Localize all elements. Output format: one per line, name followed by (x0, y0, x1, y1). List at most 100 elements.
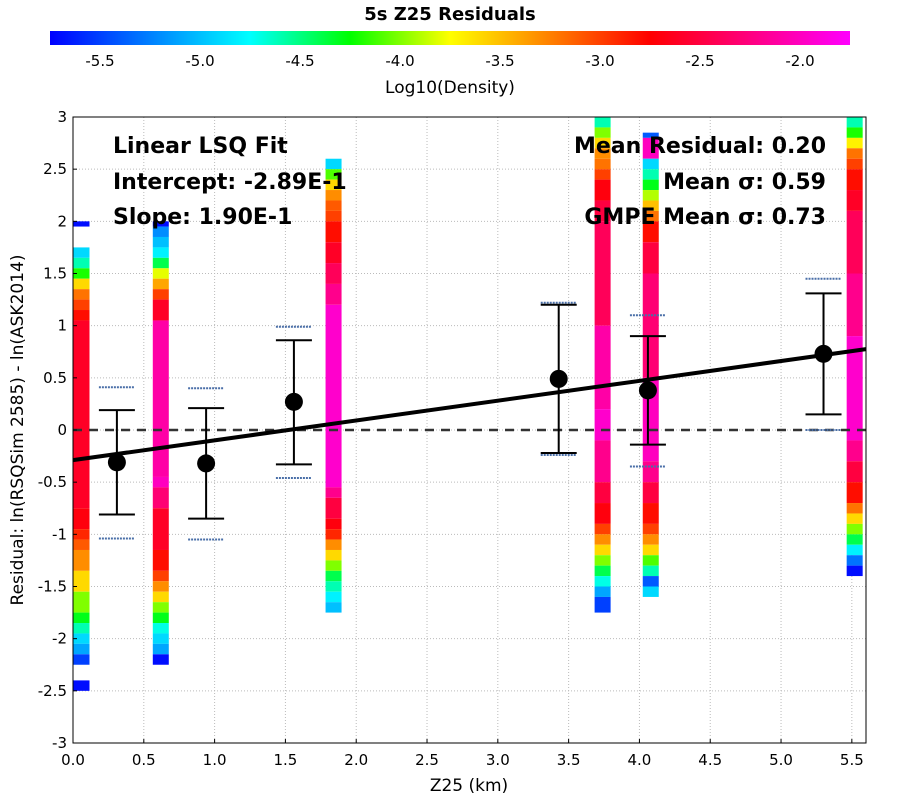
density-cell (73, 320, 90, 509)
density-cell (846, 461, 863, 483)
density-cell (594, 544, 611, 556)
density-cell (152, 236, 169, 248)
density-cell (642, 523, 659, 535)
density-cell (594, 523, 611, 535)
density-cell (846, 148, 863, 159)
density-cell (325, 497, 342, 519)
density-cell (594, 137, 611, 149)
mean-marker (284, 392, 303, 411)
density-cell (594, 409, 611, 441)
density-cell (152, 289, 169, 300)
colorbar-tick-label: -2.5 (685, 52, 714, 70)
density-cell (642, 137, 659, 159)
density-cell (846, 117, 863, 128)
density-cell (594, 576, 611, 587)
density-cell (152, 570, 169, 582)
density-cell (73, 257, 90, 269)
density-cell (846, 523, 863, 535)
density-cell (325, 304, 342, 488)
density-cell (152, 268, 169, 279)
y-tick-label: -2 (52, 630, 67, 648)
y-tick-label: 1.5 (43, 265, 67, 283)
density-cell (642, 544, 659, 556)
density-cell (642, 132, 659, 138)
colorbar-ticks: -5.5 -5.0 -4.5 -4.0 -3.5 -3.0 -2.5 -2.0 (85, 52, 814, 70)
density-cell (846, 513, 863, 524)
x-tick-label: 2.0 (344, 751, 368, 769)
colorbar-tick-label: -4.0 (385, 52, 414, 70)
density-cell (325, 158, 342, 170)
density-cell (846, 169, 863, 191)
annotation-slope: Slope: 1.90E-1 (113, 205, 292, 230)
density-cell (642, 200, 659, 211)
density-cell (73, 529, 90, 540)
density-cell (325, 190, 342, 201)
density-cell (846, 190, 863, 211)
colorbar-tick-label: -5.5 (85, 52, 114, 70)
mean-marker (814, 344, 833, 363)
density-cell (73, 591, 90, 613)
density-cell (846, 210, 863, 274)
density-cell (73, 247, 90, 258)
colorbar-tick-label: -2.0 (785, 52, 814, 70)
density-cell (152, 549, 169, 571)
density-cell (73, 508, 90, 530)
density-cell (325, 263, 342, 284)
density-cell (325, 210, 342, 222)
annotation-gmpe-sigma: GMPE Mean σ: 0.73 (584, 205, 826, 230)
binned-means (98, 277, 842, 541)
y-tick-label: 0 (57, 421, 67, 439)
x-tick-label: 2.5 (415, 751, 439, 769)
density-cell (152, 591, 169, 603)
density-cell (846, 544, 863, 556)
colorbar (50, 31, 850, 45)
density-cell (73, 612, 90, 624)
density-cell (846, 158, 863, 170)
y-tick-label: -0.5 (38, 473, 67, 491)
x-axis-ticks: 0.0 0.5 1.0 1.5 2.0 2.5 3.0 3.5 4.0 4.5 5.0 5.5 (61, 739, 864, 769)
density-cell (152, 221, 169, 227)
density-cell (594, 200, 611, 222)
density-cell (325, 221, 342, 243)
colorbar-label: Log10(Density) (385, 78, 515, 98)
density-cell (594, 325, 611, 410)
density-cell (594, 503, 611, 524)
density-cell (325, 169, 342, 180)
density-cell (325, 487, 342, 498)
density-cell (152, 278, 169, 290)
density-cell (152, 633, 169, 644)
density-cell (325, 539, 342, 550)
density-cell (152, 612, 169, 624)
density-cell (594, 117, 611, 128)
density-cell (594, 169, 611, 180)
density-cell (152, 257, 169, 269)
density-cell (846, 565, 863, 577)
density-cell (642, 169, 659, 180)
density-cell (152, 299, 169, 321)
density-cell (846, 482, 863, 504)
density-cell (73, 680, 90, 691)
x-tick-label: 5.0 (769, 751, 793, 769)
colorbar-tick-label: -5.0 (185, 52, 214, 70)
y-tick-label: 3 (57, 108, 67, 126)
y-tick-label: 2.5 (43, 160, 67, 178)
x-tick-label: 1.0 (203, 751, 227, 769)
density-cell (846, 273, 863, 337)
density-cell (152, 487, 169, 509)
density-cell (594, 221, 611, 326)
density-cell (846, 336, 863, 441)
mean-marker (638, 381, 657, 400)
density-cell (152, 476, 169, 488)
density-cell (642, 586, 659, 597)
density-cell (152, 623, 169, 634)
annotation-mean-sigma: Mean σ: 0.59 (663, 170, 826, 195)
x-tick-label: 5.5 (840, 751, 864, 769)
density-cell (73, 299, 90, 311)
density-cell (73, 268, 90, 279)
colorbar-tick-label: -4.5 (285, 52, 314, 70)
colorbar-tick-label: -3.0 (585, 52, 614, 70)
density-cell (152, 320, 169, 477)
density-cell (152, 226, 169, 237)
x-tick-label: 4.5 (698, 751, 722, 769)
density-cell (73, 289, 90, 300)
